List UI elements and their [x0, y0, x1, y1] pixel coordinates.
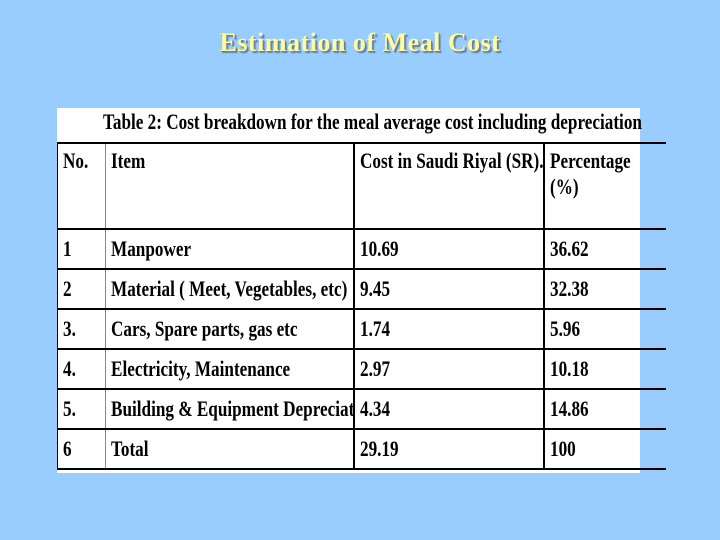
cell-percentage: 10.18	[543, 349, 666, 390]
table-row: 2 Material ( Meet, Vegetables, etc) 9.45…	[57, 269, 666, 310]
cell-no: 3.	[57, 309, 106, 350]
table-row: 1 Manpower 10.69 36.62	[57, 229, 666, 270]
cell-cost: 10.69	[353, 229, 544, 270]
cell-item: Electricity, Maintenance	[105, 349, 354, 390]
cell-cost: 4.34	[353, 389, 544, 430]
cell-cost: 9.45	[353, 269, 544, 310]
table-row: 3. Cars, Spare parts, gas etc 1.74 5.96	[57, 309, 666, 350]
header-item: Item	[105, 142, 354, 230]
table-row-total: 6 Total 29.19 100	[57, 429, 666, 470]
table-caption: Table 2: Cost breakdown for the meal ave…	[103, 109, 642, 134]
cost-breakdown-table: No. Item Cost in Saudi Riyal (SR). Perce…	[57, 142, 666, 470]
cell-no: 1	[57, 229, 106, 270]
cell-item: Manpower	[105, 229, 354, 270]
cell-item: Building & Equipment Depreciation	[105, 389, 354, 430]
cell-no: 2	[57, 269, 106, 310]
cell-percentage: 14.86	[543, 389, 666, 430]
header-no: No.	[57, 142, 106, 230]
cell-percentage: 100	[543, 429, 666, 470]
table-row: 5. Building & Equipment Depreciation 4.3…	[57, 389, 666, 430]
cell-no: 4.	[57, 349, 106, 390]
cell-no: 5.	[57, 389, 106, 430]
cell-no: 6	[57, 429, 106, 470]
cell-cost: 1.74	[353, 309, 544, 350]
cell-percentage: 5.96	[543, 309, 666, 350]
cost-table-panel: Table 2: Cost breakdown for the meal ave…	[57, 108, 666, 473]
cell-item: Total	[105, 429, 354, 470]
header-cost: Cost in Saudi Riyal (SR).	[353, 142, 544, 230]
table-row: 4. Electricity, Maintenance 2.97 10.18	[57, 349, 666, 390]
header-percentage: Percentage (%)	[543, 142, 666, 230]
cell-item: Material ( Meet, Vegetables, etc)	[105, 269, 354, 310]
cell-item: Cars, Spare parts, gas etc	[105, 309, 354, 350]
cell-cost: 2.97	[353, 349, 544, 390]
cell-percentage: 32.38	[543, 269, 666, 310]
table-header-row: No. Item Cost in Saudi Riyal (SR). Perce…	[57, 142, 666, 230]
cell-percentage: 36.62	[543, 229, 666, 270]
cell-cost: 29.19	[353, 429, 544, 470]
slide-title: Estimation of Meal Cost	[219, 28, 501, 57]
